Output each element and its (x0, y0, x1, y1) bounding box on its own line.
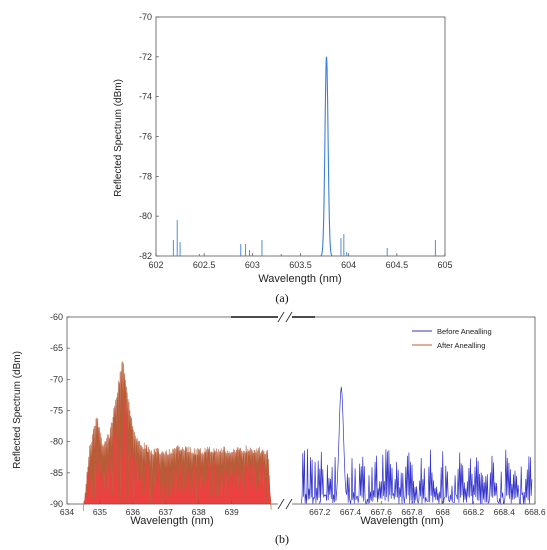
chart-b-right-xtick-label-5: 668.2 (463, 507, 485, 517)
chart-a-xlabel: Wavelength (nm) (258, 273, 341, 285)
axis-break-gap (278, 312, 292, 508)
chart-a-plot-area (155, 16, 446, 257)
chart-b-ytick-label-0: -90 (50, 499, 63, 509)
legend-label-before: Before Anealling (437, 327, 492, 336)
chart-a-xtick-label-1: 602.5 (193, 260, 216, 270)
chart-a-ytick-label-5: -72 (139, 52, 152, 62)
chart-b-left-xtick-label-4: 638 (192, 507, 206, 517)
chart-b-ytick-label-3: -75 (50, 406, 63, 416)
chart-b-left-xtick-label-3: 637 (159, 507, 173, 517)
chart-b-ytick-label-1: -85 (50, 468, 63, 478)
legend-label-after: After Anealling (437, 341, 485, 350)
chart-a-xtick-label-3: 603.5 (289, 260, 312, 270)
chart-b-right-xtick-label-1: 667.4 (340, 507, 362, 517)
chart-b-right-xtick-label-2: 667.6 (371, 507, 393, 517)
chart-b-right-xtick-label-6: 668.4 (494, 507, 516, 517)
chart-a-xtick-label-6: 605 (437, 260, 452, 270)
chart-b-xlabel-left: Wavelength (nm) (130, 515, 213, 527)
caption-b: (b) (275, 532, 289, 546)
chart-b-after-fill (83, 361, 272, 511)
chart-b-left-xtick-label-5: 639 (225, 507, 239, 517)
chart-a-ytick-label-4: -74 (139, 92, 152, 102)
chart-a-peak (320, 56, 333, 257)
chart-a-ytick-label-0: -82 (139, 251, 152, 261)
chart-b-ytick-label-6: -60 (50, 312, 63, 322)
chart-b-ytick-label-4: -70 (50, 374, 63, 384)
chart-a-ylabel: Reflected Spectrum (dBm) (113, 79, 124, 197)
chart-b-left-xtick-label-1: 635 (93, 507, 107, 517)
chart-b-right-xtick-label-0: 667.2 (309, 507, 331, 517)
chart-b-ytick-label-5: -65 (50, 343, 63, 353)
chart-b-before-trace (300, 386, 533, 505)
chart-b-ylabel: Reflected Spectrum (dBm) (12, 351, 23, 469)
chart-a: 602 602.5 603 603.5 604 604.5 605 -82 -80 -78 -76 -… (113, 12, 453, 285)
chart-a-xtick-label-0: 602 (148, 260, 163, 270)
chart-a-ytick-label-3: -76 (139, 132, 152, 142)
chart-a-ytick-label-2: -78 (139, 171, 152, 181)
chart-b-ytick-label-2: -80 (50, 437, 63, 447)
chart-a-xtick-label-2: 603 (245, 260, 260, 270)
chart-a-ytick-label-1: -80 (139, 211, 152, 221)
chart-a-ytick-label-6: -70 (139, 12, 152, 22)
chart-b-left-xtick-label-2: 636 (126, 507, 140, 517)
chart-b-after-trace (83, 361, 272, 511)
chart-a-xtick-label-4: 604 (341, 260, 356, 270)
chart-b-right-xtick-label-4: 668 (436, 507, 450, 517)
chart-b-right-xtick-label-3: 667.8 (401, 507, 423, 517)
chart-b-left-xtick-label-0: 634 (60, 507, 74, 517)
caption-a: (a) (275, 291, 288, 305)
legend: Before Anealling After Anealling (412, 327, 492, 350)
axis-break-marks (277, 311, 293, 510)
chart-a-xtick-label-5: 604.5 (386, 260, 409, 270)
chart-b: -90 -85 -80 -75 -70 -65 -60 634 635 636 637 638 639 6… (12, 311, 546, 527)
chart-b-right-xtick-label-7: 668.6 (524, 507, 546, 517)
chart-b-xlabel-right: Wavelength (nm) (360, 515, 443, 527)
